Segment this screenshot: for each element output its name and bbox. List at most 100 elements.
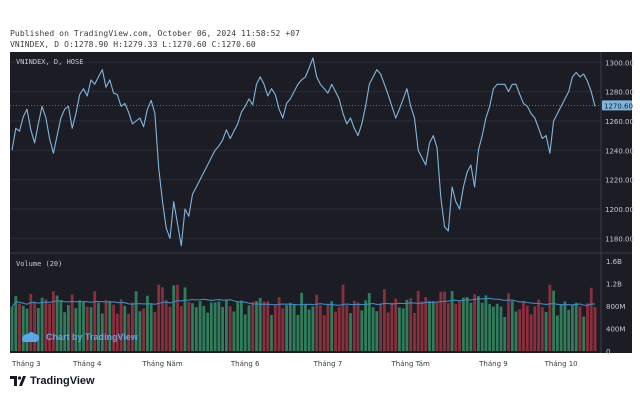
volume-bar [446,303,450,351]
volume-bar [149,303,153,351]
volume-bar [462,297,465,351]
volume-bar [258,297,262,351]
volume-bar [25,308,29,351]
volume-bar [202,306,206,351]
volume-bar [191,303,194,351]
volume-bar [371,307,375,351]
volume-bar [288,302,292,351]
volume-bar [232,311,236,351]
volume-bar [454,303,458,351]
volume-bar [484,295,488,351]
volume-bar [138,311,142,351]
volume-bar [383,289,386,351]
volume-bar [48,303,51,351]
volume-bar [337,306,341,351]
volume-bar [236,302,240,351]
volume-bar [100,313,104,351]
volume-bar [36,308,40,351]
volume-bar [330,301,334,351]
volume-bar [255,301,258,351]
volume-bar [304,303,307,351]
volume-bar [518,309,522,351]
volume-bar [341,284,345,351]
volume-bar [40,297,44,351]
volume-bar [443,291,446,351]
volume-bar [59,300,63,351]
volume-bar [52,291,55,351]
volume-bar [157,284,161,351]
volume-bar [428,300,431,351]
volume-bar [322,315,326,351]
volume-bar [127,313,130,351]
volume-bar [123,305,127,351]
volume-bar [97,302,100,351]
volume-bar [571,304,574,351]
volume-bar [469,302,473,351]
volume-bar [187,301,191,351]
chart-watermark: Chart by TradingView [22,332,139,342]
volume-bar [398,307,401,351]
volume-bar [108,301,112,351]
volume-bar [296,314,300,351]
volume-bar [243,314,247,351]
tradingview-logo-icon [10,376,26,386]
volume-bar [458,301,461,351]
volume-bar [537,299,540,351]
volume-bar [522,301,525,351]
volume-bar [356,302,360,351]
volume-bar [578,306,582,351]
price-tick-label: 1240.00 [605,147,634,155]
volume-bar [424,297,428,351]
volume-ma-line [11,297,596,308]
price-pane-title: VNINDEX, D, HOSE [16,58,83,66]
volume-bar [394,298,398,351]
volume-bar [495,303,499,351]
volume-bar [82,301,85,351]
volume-bar [161,287,164,351]
volume-bar [582,316,586,351]
volume-bar [119,299,123,351]
x-tick-label: Tháng 3 [11,360,41,368]
volume-bar [247,305,251,351]
volume-bar [262,301,266,351]
volume-bar [311,306,315,351]
volume-bar [104,300,108,351]
volume-bar [18,303,21,351]
volume-bar [450,290,454,351]
volume-bar [409,298,413,351]
volume-bar [10,307,14,351]
volume-bar [480,302,484,351]
volume-bar [349,313,352,351]
volume-bar [292,304,296,351]
volume-bar [251,301,255,351]
volume-tick-label: 0 [606,348,610,356]
volume-bar [326,304,330,351]
price-tick-label: 1300.00 [605,59,634,67]
volume-bar [540,307,544,351]
volume-bar [277,297,281,351]
volume-bar [593,307,597,351]
volume-bar [319,305,322,351]
price-tick-label: 1260.00 [605,118,634,126]
volume-bar [552,290,555,351]
volume-bar [416,290,420,351]
volume-bar [112,304,115,351]
volume-bar [179,306,183,351]
volume-bar [78,300,82,351]
volume-pane-title: Volume (20) [16,260,62,268]
x-tick-label: Tháng 9 [478,360,508,368]
volume-bar [89,307,93,351]
volume-bar [510,301,514,351]
tradingview-logo: TradingView [10,375,95,387]
price-tick-label: 1180.00 [605,235,634,243]
volume-bar [507,293,510,351]
volume-bar [525,305,529,351]
volume-bar [345,304,349,351]
volume-bar [70,294,74,351]
volume-bar [153,312,157,351]
volume-bar [273,305,277,351]
volume-tick-label: 800M [606,303,625,311]
volume-bar [529,314,533,351]
x-tick-label: Tháng 6 [230,360,260,368]
